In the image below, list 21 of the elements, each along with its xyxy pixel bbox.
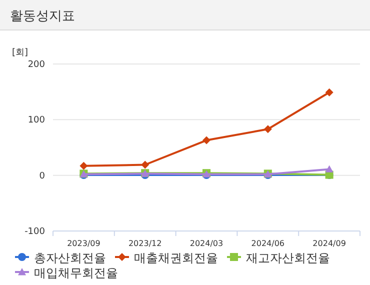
point <box>325 88 334 96</box>
point <box>325 165 334 172</box>
legend-label: 매입채무회전율 <box>34 266 118 280</box>
legend-label: 총자산회전율 <box>34 251 106 265</box>
point <box>264 125 272 134</box>
legend-label: 매출채권회전율 <box>134 251 218 265</box>
x-tick-label: 2024/09 <box>312 239 346 248</box>
x-tick-label: 2024/06 <box>251 239 285 248</box>
y-tick-label: -100 <box>24 227 46 237</box>
point <box>80 162 88 170</box>
point <box>202 136 210 144</box>
y-tick-label: 100 <box>28 116 46 126</box>
legend-label: 재고자산회전율 <box>246 251 330 265</box>
x-tick-label: 2023/09 <box>67 239 100 248</box>
title: 활동성지표 <box>10 9 75 24</box>
point <box>141 160 150 169</box>
y-tick-label: 200 <box>28 60 46 70</box>
x-tick-label: 2023/12 <box>128 239 162 248</box>
ylabel: [회] <box>12 48 28 58</box>
x-tick-label: 2024/03 <box>190 239 224 248</box>
y-tick-label: 0 <box>39 171 46 182</box>
